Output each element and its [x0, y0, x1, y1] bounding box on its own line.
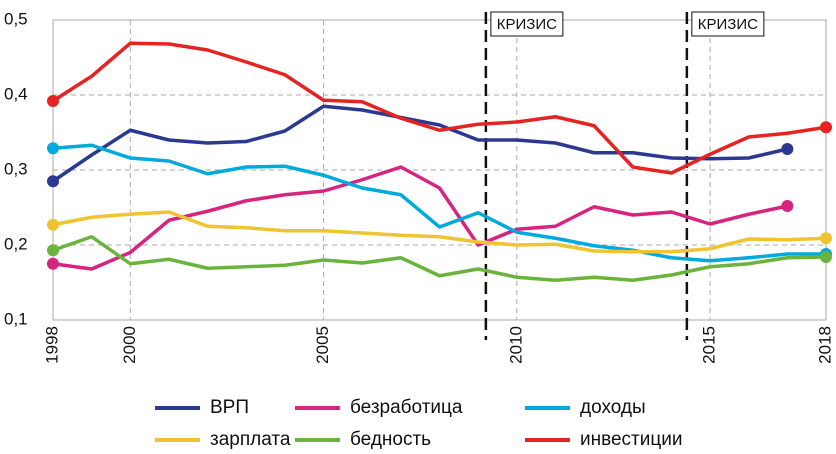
- x-tick-label: 2000: [120, 326, 139, 364]
- crisis-label: КРИЗИС: [698, 16, 758, 33]
- y-tick-label: 0,4: [4, 84, 28, 103]
- end-point: [47, 175, 59, 188]
- legend-label: ВРП: [210, 397, 249, 418]
- end-point: [47, 95, 59, 107]
- legend-label: бедность: [350, 429, 431, 450]
- end-point: [781, 200, 794, 212]
- series-line: [52, 41, 827, 175]
- series-line: [52, 235, 827, 282]
- series-line: [52, 143, 826, 263]
- end-point: [47, 218, 59, 231]
- crisis-box: [490, 11, 564, 37]
- end-point: [820, 121, 832, 134]
- x-tick-label: 2010: [506, 326, 525, 364]
- legend-label: инвестиции: [580, 429, 682, 450]
- series-line: [52, 104, 788, 183]
- crisis-box: [691, 11, 765, 37]
- end-point: [820, 251, 832, 263]
- y-tick-label: 0,1: [4, 309, 28, 328]
- x-tick-label: 1998: [42, 326, 61, 364]
- end-point: [781, 143, 794, 155]
- series-line: [52, 165, 788, 271]
- legend-label: безработица: [350, 397, 463, 418]
- x-tick-label: 2018: [815, 326, 834, 364]
- end-point: [47, 257, 59, 270]
- y-tick-label: 0,3: [4, 159, 28, 178]
- x-tick-label: 2015: [700, 326, 719, 364]
- series-line: [52, 210, 827, 254]
- end-point: [820, 232, 832, 245]
- crisis-label: КРИЗИС: [497, 16, 557, 33]
- x-tick-label: 2005: [313, 326, 332, 364]
- end-point: [47, 244, 59, 257]
- legend-label: зарплата: [210, 429, 291, 450]
- y-tick-label: 0,5: [4, 9, 28, 28]
- end-point: [47, 142, 59, 155]
- y-tick-label: 0,2: [4, 234, 28, 253]
- legend-label: доходы: [580, 397, 646, 418]
